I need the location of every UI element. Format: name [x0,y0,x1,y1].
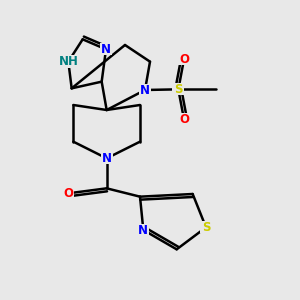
Text: N: N [138,224,148,236]
FancyBboxPatch shape [172,83,184,95]
Text: S: S [174,83,183,96]
Text: O: O [63,187,73,200]
FancyBboxPatch shape [139,84,151,96]
FancyBboxPatch shape [59,55,77,68]
Text: S: S [202,221,210,234]
FancyBboxPatch shape [137,224,149,236]
FancyBboxPatch shape [62,187,74,199]
FancyBboxPatch shape [100,43,112,55]
FancyBboxPatch shape [200,221,212,233]
FancyBboxPatch shape [178,53,190,65]
Text: NH: NH [58,55,78,68]
Text: N: N [102,152,112,165]
Text: O: O [179,53,189,66]
Text: O: O [179,113,189,126]
Text: N: N [101,43,111,56]
FancyBboxPatch shape [178,113,190,125]
Text: N: N [140,83,150,97]
FancyBboxPatch shape [101,152,113,164]
